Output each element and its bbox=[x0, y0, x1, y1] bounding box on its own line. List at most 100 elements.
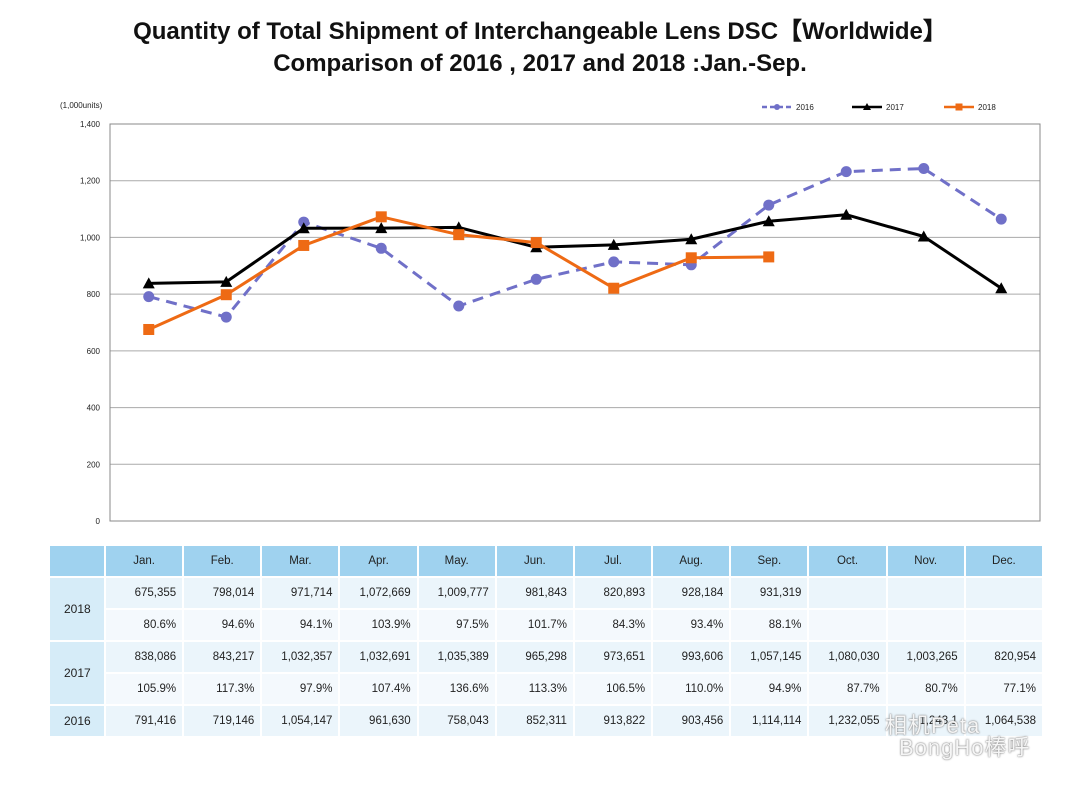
table-pct-cell: 107.4% bbox=[340, 674, 417, 704]
table-row: 2017 838,086 843,217 1,032,357 1,032,691 1,03… bbox=[50, 642, 1042, 704]
table-pct-cell: 77.1% bbox=[965, 674, 1042, 704]
point-2018 bbox=[375, 211, 387, 223]
y-tick-label: 800 bbox=[87, 290, 101, 299]
point-2017 bbox=[995, 282, 1008, 294]
table-header-month: Sep. bbox=[731, 546, 808, 576]
table-value-cell: 843,217 bbox=[184, 642, 261, 672]
table-value-cell: 965,298 bbox=[496, 642, 573, 672]
table-pct-cell: 84.3% bbox=[574, 610, 652, 640]
series-line-2016 bbox=[148, 166, 1003, 319]
point-2017 bbox=[142, 277, 155, 289]
table-value-cell: 1,057,145 bbox=[731, 642, 808, 672]
point-2017 bbox=[375, 222, 388, 234]
y-unit-label: (1,000units) bbox=[60, 101, 103, 110]
legend-label-2017: 2017 bbox=[886, 103, 904, 112]
point-2018 bbox=[453, 229, 465, 241]
point-2017 bbox=[220, 275, 233, 287]
series-line-2017 bbox=[148, 213, 1003, 290]
point-2016 bbox=[220, 311, 232, 323]
table-header-row: Jan. Feb. Mar. Apr. May. Jun. Jul. Aug. Sep. Oct.… bbox=[50, 546, 1042, 576]
table-pct-row: 105.9% 117.3% 97.9% 107.4% 136.6% 113.3% 106.5… bbox=[50, 674, 1042, 704]
table-value-cell: 1,232,055 bbox=[809, 706, 886, 736]
point-2016 bbox=[375, 242, 387, 254]
table-header-month: Aug. bbox=[653, 546, 730, 576]
legend-marker-2018 bbox=[955, 103, 963, 111]
table-header-month: Mar. bbox=[262, 546, 339, 576]
watermark: 相机Peta BongHo棒呼 bbox=[885, 715, 1031, 759]
table-pct-cell: 94.1% bbox=[262, 610, 339, 640]
table-pct-cell bbox=[887, 610, 964, 640]
table-pct-cell: 97.9% bbox=[262, 674, 339, 704]
point-2018 bbox=[143, 323, 155, 335]
point-2016 bbox=[298, 216, 310, 228]
point-2016 bbox=[453, 300, 465, 312]
line-chart: (1,000units) 0 200 400 600 800 1,000 1,200 1,400… bbox=[60, 101, 1041, 526]
table-pct-cell: 87.7% bbox=[809, 674, 886, 704]
table-value-cell bbox=[887, 578, 964, 608]
table-pct-cell: 106.5% bbox=[574, 674, 652, 704]
watermark-line2: BongHo棒呼 bbox=[899, 735, 1031, 760]
legend-marker-2016 bbox=[774, 104, 780, 110]
point-2018 bbox=[298, 239, 310, 251]
table-value-cell: 1,032,691 bbox=[340, 642, 417, 672]
legend-label-2016: 2016 bbox=[796, 103, 814, 112]
legend-label-2018: 2018 bbox=[978, 103, 996, 112]
point-2016 bbox=[763, 199, 775, 211]
table-value-cell: 1,064,538 bbox=[965, 706, 1042, 736]
table-value-cell: 675,355 bbox=[106, 578, 183, 608]
table-value-cell: 903,456 bbox=[653, 706, 730, 736]
y-tick-label: 1,000 bbox=[80, 233, 101, 242]
table-value-cell: 838,086 bbox=[106, 642, 183, 672]
y-tick-label: 600 bbox=[87, 347, 101, 356]
table-pct-cell: 80.7% bbox=[887, 674, 964, 704]
table-header-month: May. bbox=[418, 546, 495, 576]
y-tick-label: 1,200 bbox=[80, 177, 101, 186]
point-2016 bbox=[608, 256, 620, 268]
table-row: 2016 791,416 719,146 1,054,147 961,630 758,04… bbox=[50, 706, 1042, 736]
table-value-cell: 852,311 bbox=[496, 706, 573, 736]
point-2017 bbox=[297, 222, 310, 234]
point-2017 bbox=[917, 230, 930, 242]
table-pct-row: 80.6% 94.6% 94.1% 103.9% 97.5% 101.7% 84.3% 93.… bbox=[50, 610, 1042, 640]
table-value-cell: 820,893 bbox=[574, 578, 652, 608]
chart-title: Quantity of Total Shipment of Interchang… bbox=[0, 16, 1080, 80]
point-2018 bbox=[530, 237, 542, 249]
y-tick-label: 1,400 bbox=[80, 120, 101, 129]
table-year-cell: 2016 bbox=[50, 706, 104, 736]
table-pct-cell: 113.3% bbox=[496, 674, 573, 704]
table-pct-cell: 117.3% bbox=[184, 674, 261, 704]
table-pct-cell: 136.6% bbox=[418, 674, 495, 704]
table-value-cell: 973,651 bbox=[574, 642, 652, 672]
table-pct-cell: 80.6% bbox=[106, 610, 183, 640]
table-header-month: Apr. bbox=[340, 546, 417, 576]
point-2017 bbox=[762, 215, 775, 227]
table-value-cell: 758,043 bbox=[418, 706, 495, 736]
y-tick-label: 400 bbox=[87, 404, 101, 413]
table-value-cell: 1,035,389 bbox=[418, 642, 495, 672]
table-pct-cell: 110.0% bbox=[653, 674, 730, 704]
point-2016 bbox=[995, 213, 1007, 225]
table-pct-cell bbox=[809, 610, 886, 640]
point-2018 bbox=[220, 289, 232, 301]
point-2016 bbox=[530, 273, 542, 285]
table-header-month: Jun. bbox=[496, 546, 573, 576]
table-year-cell: 2017 bbox=[50, 642, 104, 704]
point-2018 bbox=[685, 252, 697, 264]
table-value-cell: 1,003,265 bbox=[887, 642, 964, 672]
data-table: Jan. Feb. Mar. Apr. May. Jun. Jul. Aug. Sep. Oct.… bbox=[48, 544, 1044, 738]
plot-area bbox=[109, 123, 1041, 522]
table-pct-cell: 105.9% bbox=[106, 674, 183, 704]
y-tick-label: 0 bbox=[96, 517, 101, 526]
table-pct-cell: 94.9% bbox=[731, 674, 808, 704]
table-value-cell: 971,714 bbox=[262, 578, 339, 608]
table-header-corner bbox=[50, 546, 104, 576]
point-2016 bbox=[840, 166, 852, 178]
table-value-cell: 928,184 bbox=[653, 578, 730, 608]
table-row: 2018 675,355 798,014 971,714 1,072,669 1,009,… bbox=[50, 578, 1042, 640]
point-2018 bbox=[763, 251, 775, 263]
table-value-cell: 1,114,114 bbox=[731, 706, 808, 736]
table-value-cell bbox=[809, 578, 886, 608]
table-header-month: Dec. bbox=[965, 546, 1042, 576]
table-value-cell: 1,072,669 bbox=[340, 578, 417, 608]
table-header-month: Oct. bbox=[809, 546, 886, 576]
